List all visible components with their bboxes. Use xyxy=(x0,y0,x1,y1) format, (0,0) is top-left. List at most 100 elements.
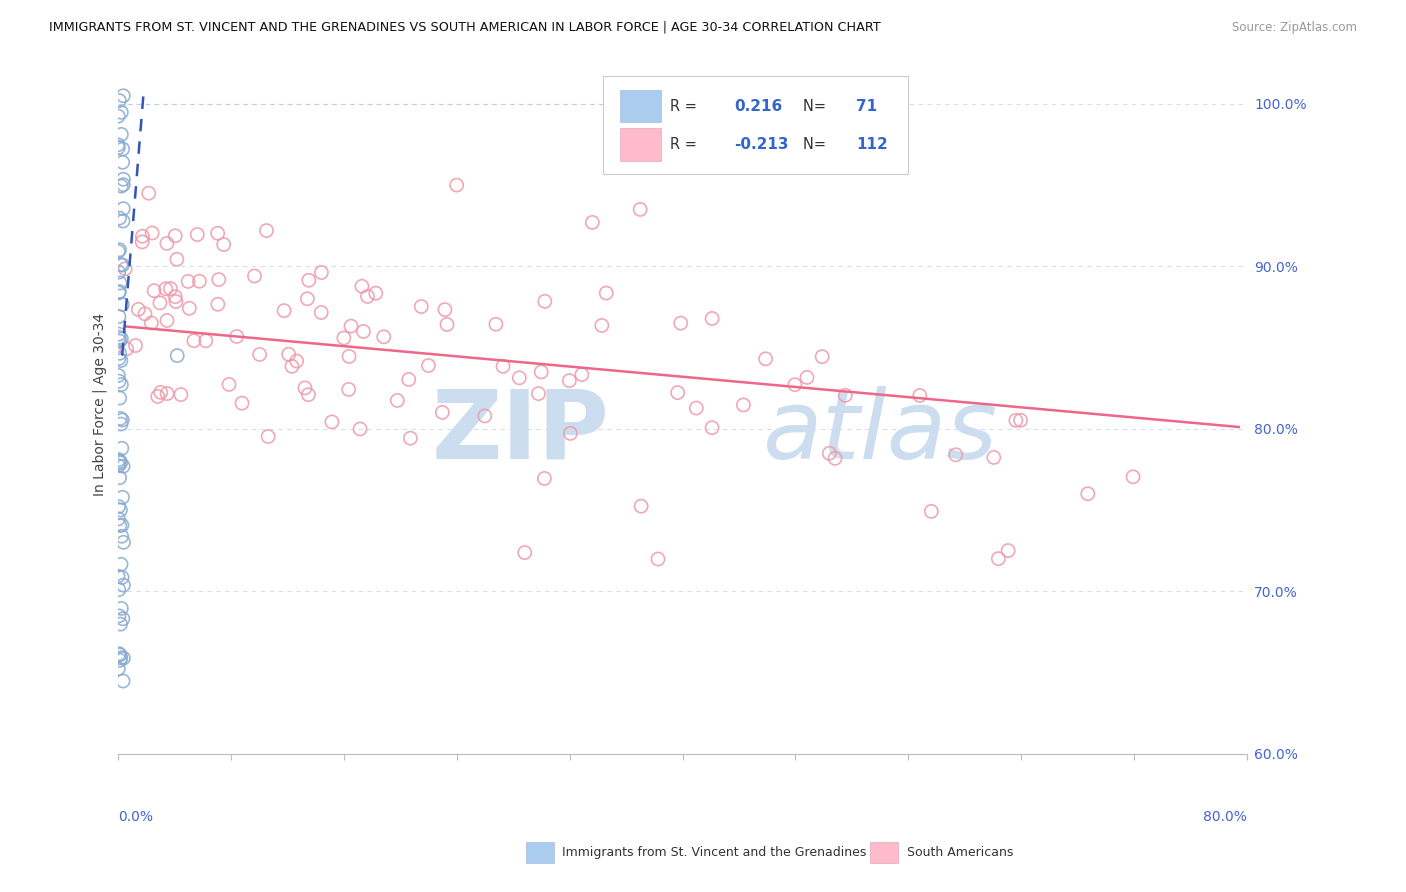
Point xyxy=(138,186,160,201)
Point xyxy=(111,612,134,626)
Point xyxy=(165,294,187,309)
Point xyxy=(485,317,508,331)
Point xyxy=(115,342,138,356)
Point xyxy=(112,178,135,192)
Point xyxy=(131,229,153,244)
Point xyxy=(111,258,134,272)
Point xyxy=(647,552,669,566)
Point xyxy=(256,223,278,237)
Point xyxy=(108,346,131,360)
Point xyxy=(108,452,131,467)
Point xyxy=(114,261,136,276)
Point xyxy=(111,297,134,311)
Text: Immigrants from St. Vincent and the Grenadines: Immigrants from St. Vincent and the Gren… xyxy=(562,847,866,859)
Point xyxy=(591,318,613,333)
Point xyxy=(508,371,530,385)
Point xyxy=(110,601,132,615)
Point xyxy=(112,673,135,688)
Point xyxy=(321,415,343,429)
Point xyxy=(110,417,132,431)
Point xyxy=(364,286,387,301)
FancyBboxPatch shape xyxy=(620,128,661,161)
Point xyxy=(107,582,129,597)
Text: R =: R = xyxy=(671,137,702,152)
Point xyxy=(111,442,134,456)
Point xyxy=(188,274,211,288)
Point xyxy=(581,215,603,229)
Point xyxy=(387,393,409,408)
Point xyxy=(350,279,373,293)
Point xyxy=(108,351,131,366)
Point xyxy=(208,272,231,286)
Point xyxy=(352,325,374,339)
Point xyxy=(560,426,582,441)
Point xyxy=(107,458,129,473)
Point xyxy=(1122,470,1144,484)
Point xyxy=(112,535,135,549)
Point xyxy=(818,446,841,460)
Point xyxy=(107,109,129,123)
Point xyxy=(513,545,536,559)
Point xyxy=(134,307,156,321)
Point xyxy=(700,420,723,434)
Point xyxy=(141,316,163,330)
Point xyxy=(108,327,131,342)
Point xyxy=(111,142,134,156)
Point xyxy=(700,311,723,326)
Point xyxy=(112,202,135,216)
FancyBboxPatch shape xyxy=(620,90,661,122)
Point xyxy=(127,302,149,317)
Point xyxy=(107,244,129,259)
Point xyxy=(170,387,193,401)
Point xyxy=(108,285,131,300)
Y-axis label: In Labor Force | Age 30-34: In Labor Force | Age 30-34 xyxy=(93,313,107,496)
Point xyxy=(156,236,179,251)
Point xyxy=(166,252,188,267)
Point xyxy=(411,300,433,314)
Text: Source: ZipAtlas.com: Source: ZipAtlas.com xyxy=(1232,21,1357,34)
Point xyxy=(433,302,456,317)
Point xyxy=(311,265,333,279)
Point xyxy=(112,88,135,103)
Point xyxy=(156,313,179,327)
Point xyxy=(796,370,818,384)
Point xyxy=(110,411,132,425)
Point xyxy=(530,365,553,379)
Point xyxy=(685,401,707,415)
Point xyxy=(399,431,422,445)
Point xyxy=(107,141,129,155)
Point xyxy=(110,651,132,665)
Text: ZIP: ZIP xyxy=(432,386,609,479)
Point xyxy=(945,448,967,462)
Point xyxy=(294,381,316,395)
Point xyxy=(595,286,617,301)
Point xyxy=(432,405,454,419)
Point xyxy=(108,518,131,533)
Point xyxy=(628,202,651,217)
Point xyxy=(249,347,271,361)
Point xyxy=(110,558,132,572)
Point xyxy=(1005,413,1028,427)
Point xyxy=(110,617,132,632)
Point xyxy=(108,471,131,485)
Point xyxy=(571,368,593,382)
Text: 0.0%: 0.0% xyxy=(118,811,153,824)
Point xyxy=(333,331,356,345)
Point xyxy=(165,228,187,243)
Point xyxy=(920,504,942,518)
Point xyxy=(558,374,581,388)
Point xyxy=(107,500,129,514)
Point xyxy=(107,368,129,383)
Point xyxy=(107,137,129,152)
Point xyxy=(108,330,131,344)
Point xyxy=(146,389,169,403)
Point xyxy=(108,310,131,324)
Point xyxy=(733,398,755,412)
Point xyxy=(281,359,304,374)
Point xyxy=(112,172,135,186)
Point xyxy=(108,94,131,108)
Point xyxy=(398,372,420,386)
Point xyxy=(373,330,395,344)
Point xyxy=(108,608,131,623)
Point xyxy=(212,237,235,252)
